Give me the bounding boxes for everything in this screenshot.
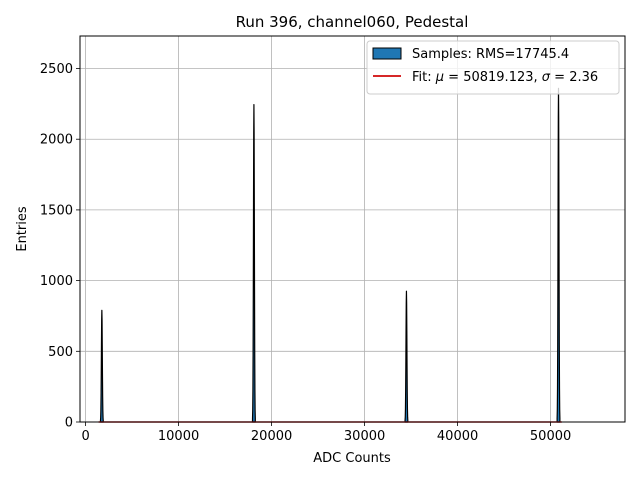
- histogram-peak: [99, 309, 104, 423]
- y-axis-label: Entries: [15, 206, 30, 252]
- legend-fit-sigma-value: = 2.36: [550, 70, 598, 85]
- x-tick-label: 0: [81, 429, 89, 444]
- legend-fit-label: Fit: μ = 50819.123, σ = 2.36: [412, 70, 598, 85]
- chart-title: Run 396, channel060, Pedestal: [236, 13, 469, 31]
- legend-fit-mu: μ: [435, 70, 444, 85]
- legend-box: [366, 40, 620, 95]
- grid: [80, 36, 625, 423]
- legend-samples-swatch: [372, 47, 402, 60]
- y-tick-label: 2000: [40, 133, 73, 148]
- y-tick-label: 0: [65, 416, 73, 431]
- legend-fit-prefix: Fit:: [412, 70, 436, 85]
- y-tick-label: 1500: [40, 203, 73, 218]
- legend: Samples: RMS=17745.4 Fit: μ = 50819.123,…: [366, 40, 620, 95]
- x-tick-label: 20000: [251, 429, 292, 444]
- histogram-peak: [251, 103, 256, 423]
- y-axis: 0 500 1000 1500 2000 2500: [40, 62, 80, 431]
- x-axis-label: ADC Counts: [313, 451, 391, 466]
- legend-fit-mu-value: = 50819.123,: [444, 70, 542, 85]
- y-tick-label: 500: [48, 345, 73, 360]
- x-tick-label: 40000: [437, 429, 478, 444]
- legend-samples-label: Samples: RMS=17745.4: [412, 47, 569, 62]
- y-tick-label: 1000: [40, 274, 73, 289]
- histogram-peak: [404, 290, 409, 423]
- legend-fit-sigma: σ: [542, 70, 551, 85]
- plot-frame: [79, 35, 626, 423]
- x-tick-label: 10000: [158, 429, 199, 444]
- histogram-peak: [556, 87, 561, 423]
- y-tick-label: 2500: [40, 62, 73, 77]
- x-tick-label: 30000: [344, 429, 385, 444]
- x-axis: 0 10000 20000 30000 40000 50000: [81, 422, 571, 444]
- x-tick-label: 50000: [530, 429, 571, 444]
